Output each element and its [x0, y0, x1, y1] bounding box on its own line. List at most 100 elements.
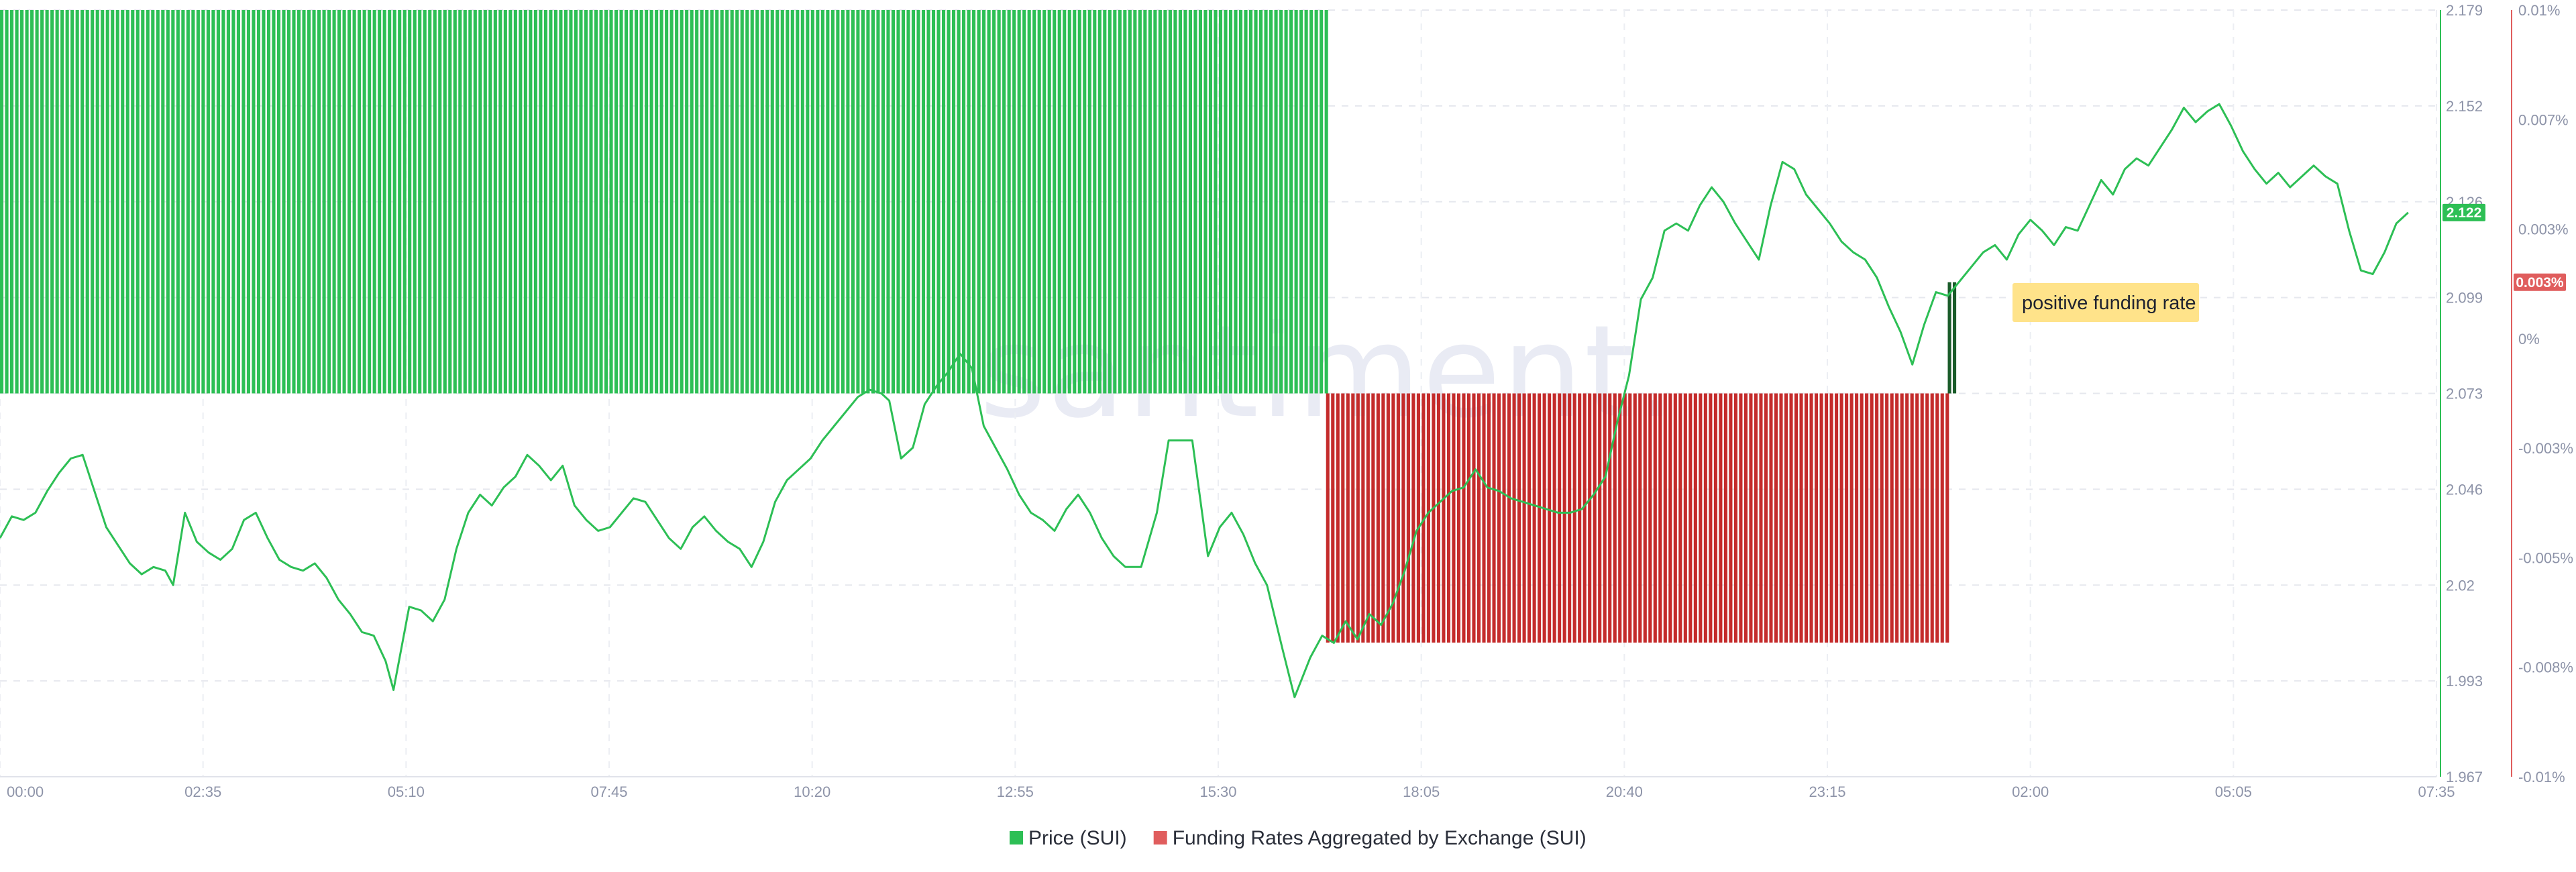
funding-bar	[1163, 10, 1167, 394]
funding-bar	[146, 10, 150, 394]
funding-bar	[1063, 10, 1067, 394]
funding-bar	[121, 10, 125, 394]
funding-bar	[1017, 10, 1021, 394]
funding-bar	[936, 10, 941, 394]
funding-bar	[1123, 10, 1127, 394]
funding-bar	[1688, 393, 1693, 643]
funding-bar	[1945, 393, 1949, 643]
funding-bar	[564, 10, 568, 394]
funding-bar	[614, 10, 619, 394]
funding-bar	[352, 10, 356, 394]
funding-bar	[1083, 10, 1087, 394]
funding-bar	[543, 10, 547, 394]
funding-bar	[1244, 10, 1248, 394]
funding-bar	[1128, 10, 1132, 394]
funding-bar	[55, 10, 59, 394]
funding-bar	[775, 10, 780, 394]
funding-bar	[765, 10, 769, 394]
legend-item[interactable]: Price (SUI)	[1010, 827, 1127, 849]
funding-bar	[1743, 393, 1748, 643]
funding-bar	[574, 10, 578, 394]
funding-bar	[1012, 10, 1016, 394]
y-left-tick-label: 1.993	[2446, 673, 2483, 690]
funding-bar	[1426, 393, 1430, 643]
funding-bar	[685, 10, 689, 394]
funding-bar	[1920, 393, 1924, 643]
funding-bar	[649, 10, 653, 394]
funding-bar	[962, 10, 966, 394]
funding-bar	[796, 10, 800, 394]
funding-bar	[866, 10, 870, 394]
funding-bar	[413, 10, 417, 394]
funding-bar	[589, 10, 593, 394]
funding-bar	[337, 10, 341, 394]
funding-bar	[1183, 10, 1187, 394]
funding-bar	[1304, 10, 1308, 394]
funding-bar	[1618, 393, 1622, 643]
funding-bar	[327, 10, 331, 394]
funding-bar	[1238, 10, 1243, 394]
funding-bar	[1588, 393, 1592, 643]
funding-bar	[312, 10, 316, 394]
x-tick-label: 05:10	[388, 783, 425, 800]
funding-bar	[1538, 393, 1542, 643]
funding-bar	[977, 10, 981, 394]
funding-bar	[1193, 10, 1197, 394]
funding-bar	[1421, 393, 1426, 643]
funding-bar	[1582, 393, 1587, 643]
funding-bar	[498, 10, 502, 394]
funding-bar	[770, 10, 774, 394]
funding-bar	[322, 10, 326, 394]
y-left-tick-label: 2.152	[2446, 98, 2483, 115]
funding-bar	[1572, 393, 1576, 643]
funding-bar	[408, 10, 412, 394]
funding-bar	[669, 10, 674, 394]
funding-bar	[111, 10, 115, 394]
funding-bar	[881, 10, 885, 394]
funding-bar	[1497, 393, 1501, 643]
funding-bar	[851, 10, 855, 394]
funding-bar	[1653, 393, 1657, 643]
funding-bar	[196, 10, 200, 394]
funding-bar	[105, 10, 109, 394]
funding-bar	[1548, 393, 1552, 643]
funding-bar	[5, 10, 9, 394]
funding-bar	[911, 10, 916, 394]
funding-bar	[1693, 393, 1697, 643]
funding-bar	[473, 10, 477, 394]
funding-bar	[725, 10, 729, 394]
funding-bar	[115, 10, 119, 394]
funding-bar	[700, 10, 704, 394]
y-left-tick-label: 2.046	[2446, 481, 2483, 498]
funding-bar	[1952, 282, 1957, 394]
funding-bar	[901, 10, 906, 394]
funding-bar	[433, 10, 437, 394]
funding-bar	[428, 10, 432, 394]
funding-bar	[584, 10, 588, 394]
funding-bar	[1324, 10, 1328, 394]
funding-bar	[1259, 10, 1263, 394]
legend-item[interactable]: Funding Rates Aggregated by Exchange (SU…	[1153, 827, 1587, 849]
funding-bar	[549, 10, 553, 394]
funding-bar	[1542, 393, 1546, 643]
funding-bar	[1361, 393, 1365, 643]
funding-bar	[1376, 393, 1380, 643]
funding-bar	[30, 10, 34, 394]
x-tick-label: 07:35	[2418, 783, 2455, 800]
funding-bar	[201, 10, 205, 394]
chart-legend[interactable]: Price (SUI) Funding Rates Aggregated by E…	[1010, 827, 1587, 849]
funding-bar	[1482, 393, 1486, 643]
funding-bar	[453, 10, 457, 394]
funding-bar	[947, 10, 951, 394]
funding-bar	[1366, 393, 1370, 643]
funding-bar	[131, 10, 135, 394]
funding-bar	[1053, 10, 1057, 394]
funding-bar	[553, 10, 557, 394]
funding-bar	[176, 10, 180, 394]
funding-bar	[921, 10, 926, 394]
funding-bar	[211, 10, 215, 394]
funding-bar	[1578, 393, 1582, 643]
funding-bar	[372, 10, 376, 394]
funding-bar	[1314, 10, 1318, 394]
funding-bar	[755, 10, 759, 394]
